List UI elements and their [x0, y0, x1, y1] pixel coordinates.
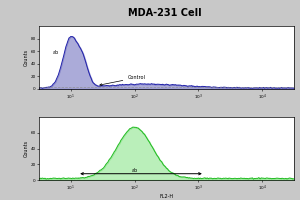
Text: ab: ab: [53, 50, 59, 55]
Y-axis label: Counts: Counts: [24, 49, 29, 66]
Text: ab: ab: [132, 168, 138, 173]
Text: Control: Control: [100, 75, 146, 86]
Text: MDA-231 Cell: MDA-231 Cell: [128, 8, 202, 18]
X-axis label: FL2-H: FL2-H: [159, 194, 174, 199]
Y-axis label: Counts: Counts: [24, 140, 29, 157]
